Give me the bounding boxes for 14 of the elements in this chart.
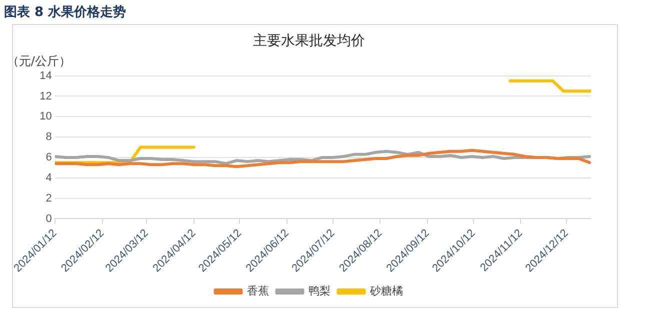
y-tick-label: 4 [46, 172, 52, 184]
y-tick-label: 14 [40, 70, 52, 82]
chart-title: 主要水果批发均价 [253, 33, 365, 50]
y-tick-label: 10 [40, 110, 52, 123]
y-tick-label: 8 [46, 131, 52, 144]
y-tick-label: 2 [46, 192, 52, 204]
y-axis-title: （元/公斤） [6, 54, 71, 68]
y-tick-label: 0 [46, 212, 52, 225]
y-tick-label: 12 [40, 90, 52, 102]
text: 图表 8 水果价格走势 [4, 4, 126, 21]
legend-label: 砂糖橘 [368, 284, 403, 298]
legend-label: 香蕉 [246, 284, 269, 298]
y-tick-label: 6 [46, 152, 52, 164]
legend-label: 鸭梨 [308, 284, 330, 298]
